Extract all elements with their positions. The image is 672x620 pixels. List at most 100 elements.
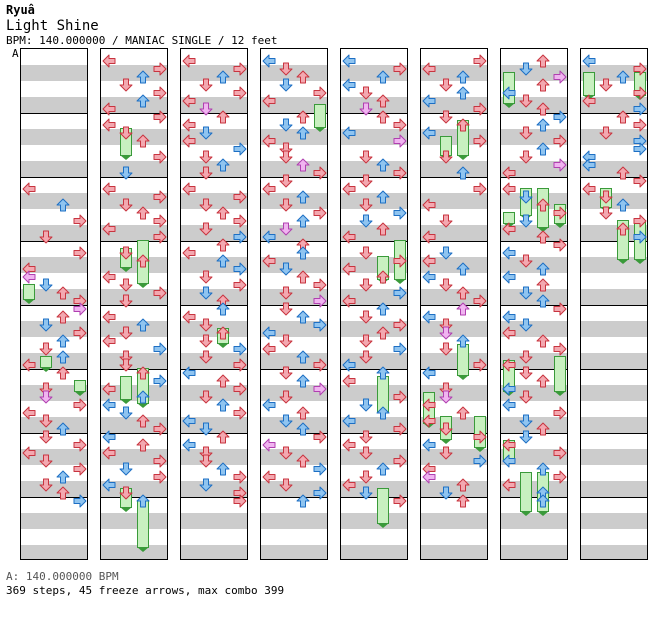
right-arrow-icon: [393, 61, 407, 76]
up-arrow-icon: [376, 93, 390, 108]
left-arrow-icon: [502, 221, 516, 236]
measure-line: [341, 433, 407, 434]
measure-line: [101, 177, 167, 178]
down-arrow-icon: [119, 125, 133, 140]
right-arrow-icon: [553, 341, 567, 356]
up-arrow-icon: [536, 277, 550, 292]
right-arrow-icon: [393, 453, 407, 468]
left-arrow-icon: [182, 365, 196, 380]
up-arrow-icon: [456, 301, 470, 316]
down-arrow-icon: [359, 149, 373, 164]
freeze-arrow: [519, 472, 533, 516]
down-arrow-icon: [519, 189, 533, 204]
right-arrow-icon: [553, 205, 567, 220]
right-arrow-icon: [233, 357, 247, 372]
down-arrow-icon: [279, 77, 293, 92]
up-arrow-icon: [376, 325, 390, 340]
left-arrow-icon: [262, 253, 276, 268]
down-arrow-icon: [119, 77, 133, 92]
up-arrow-icon: [56, 421, 70, 436]
freeze-arrow: [456, 344, 470, 380]
chart-info: BPM: 140.000000 / MANIAC SINGLE / 12 fee…: [6, 34, 278, 47]
down-arrow-icon: [279, 173, 293, 188]
up-arrow-icon: [616, 221, 630, 236]
right-arrow-icon: [473, 357, 487, 372]
left-arrow-icon: [102, 53, 116, 68]
down-arrow-icon: [119, 461, 133, 476]
down-arrow-icon: [439, 213, 453, 228]
song-title: Light Shine: [6, 18, 99, 34]
down-arrow-icon: [599, 189, 613, 204]
down-arrow-icon: [199, 197, 213, 212]
measure-line: [341, 369, 407, 370]
right-arrow-icon: [633, 61, 647, 76]
right-arrow-icon: [393, 421, 407, 436]
up-arrow-icon: [216, 301, 230, 316]
down-arrow-icon: [359, 173, 373, 188]
right-arrow-icon: [473, 101, 487, 116]
down-arrow-icon: [359, 349, 373, 364]
left-arrow-icon: [102, 117, 116, 132]
left-arrow-icon: [262, 469, 276, 484]
up-arrow-icon: [296, 309, 310, 324]
left-arrow-icon: [422, 365, 436, 380]
down-arrow-icon: [199, 77, 213, 92]
up-arrow-icon: [296, 245, 310, 260]
up-arrow-icon: [536, 261, 550, 276]
down-arrow-icon: [519, 349, 533, 364]
down-arrow-icon: [439, 445, 453, 460]
up-arrow-icon: [216, 325, 230, 340]
down-arrow-icon: [39, 429, 53, 444]
right-arrow-icon: [553, 445, 567, 460]
down-arrow-icon: [599, 205, 613, 220]
left-arrow-icon: [262, 437, 276, 452]
left-arrow-icon: [342, 477, 356, 492]
right-arrow-icon: [393, 493, 407, 508]
up-arrow-icon: [136, 389, 150, 404]
down-arrow-icon: [359, 469, 373, 484]
left-arrow-icon: [422, 93, 436, 108]
up-arrow-icon: [216, 237, 230, 252]
right-arrow-icon: [313, 205, 327, 220]
left-arrow-icon: [502, 309, 516, 324]
up-arrow-icon: [296, 421, 310, 436]
measure-line: [501, 369, 567, 370]
left-arrow-icon: [262, 93, 276, 108]
right-arrow-icon: [233, 405, 247, 420]
down-arrow-icon: [119, 325, 133, 340]
down-arrow-icon: [519, 213, 533, 228]
chart-stats: 369 steps, 45 freeze arrows, max combo 3…: [6, 584, 285, 597]
down-arrow-icon: [199, 269, 213, 284]
up-arrow-icon: [376, 157, 390, 172]
down-arrow-icon: [519, 253, 533, 268]
right-arrow-icon: [393, 165, 407, 180]
left-arrow-icon: [342, 229, 356, 244]
down-arrow-icon: [199, 333, 213, 348]
down-arrow-icon: [519, 93, 533, 108]
down-arrow-icon: [199, 149, 213, 164]
left-arrow-icon: [102, 397, 116, 412]
down-arrow-icon: [359, 245, 373, 260]
left-arrow-icon: [502, 85, 516, 100]
down-arrow-icon: [519, 389, 533, 404]
up-arrow-icon: [456, 261, 470, 276]
up-arrow-icon: [296, 213, 310, 228]
right-arrow-icon: [313, 293, 327, 308]
measure-line: [261, 433, 327, 434]
right-arrow-icon: [393, 253, 407, 268]
up-arrow-icon: [616, 69, 630, 84]
left-arrow-icon: [342, 181, 356, 196]
up-arrow-icon: [56, 469, 70, 484]
up-arrow-icon: [216, 69, 230, 84]
left-arrow-icon: [262, 133, 276, 148]
up-arrow-icon: [136, 413, 150, 428]
left-arrow-icon: [502, 437, 516, 452]
up-arrow-icon: [136, 365, 150, 380]
right-arrow-icon: [73, 397, 87, 412]
down-arrow-icon: [199, 101, 213, 116]
left-arrow-icon: [422, 269, 436, 284]
measure-line: [101, 369, 167, 370]
right-arrow-icon: [313, 429, 327, 444]
down-arrow-icon: [359, 485, 373, 500]
measure-line: [181, 177, 247, 178]
